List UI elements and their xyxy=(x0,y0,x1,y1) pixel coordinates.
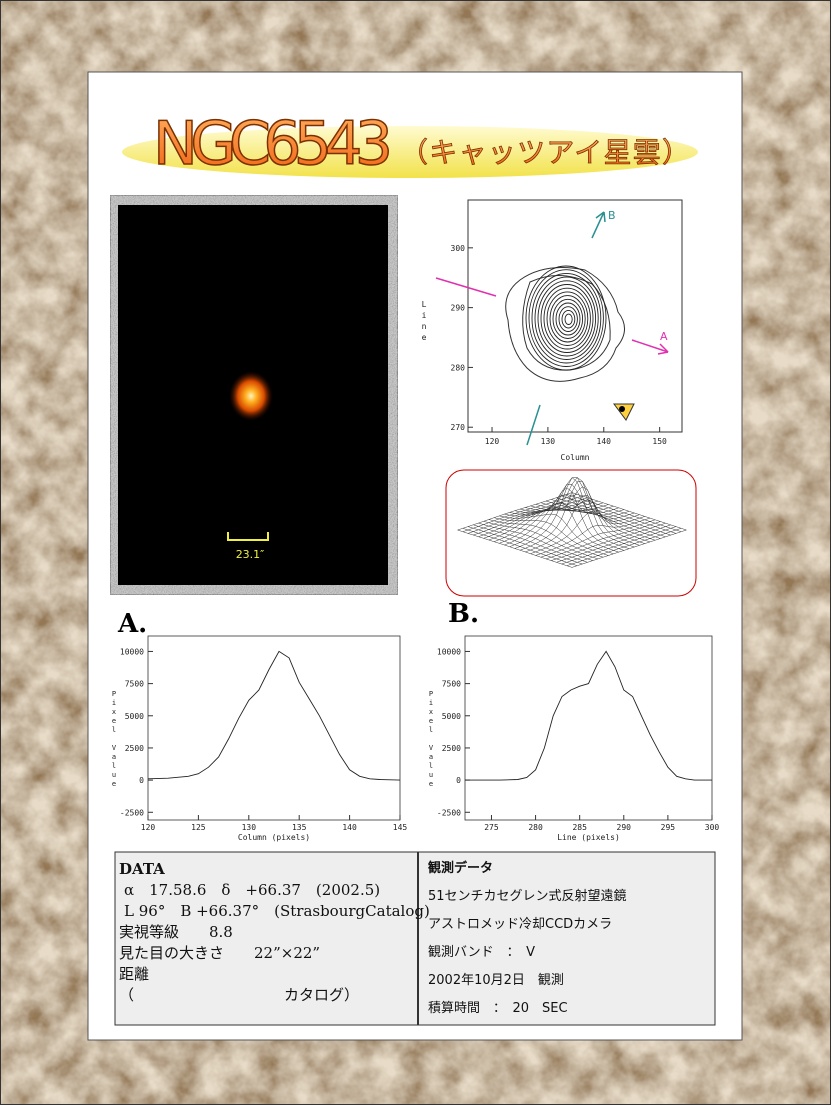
x-tick-label: 140 xyxy=(342,823,357,832)
data-line: 51センチカセグレン式反射望遠鏡 xyxy=(428,888,627,904)
contour xyxy=(552,298,584,339)
y-tick-label: -2500 xyxy=(437,808,461,817)
x-tick-label: 120 xyxy=(485,437,500,446)
x-tick-label: 295 xyxy=(661,823,676,832)
data-line: α 17.58.6 δ +66.37 (2002.5) xyxy=(124,881,380,899)
x-tick-label: 290 xyxy=(617,823,632,832)
axis-arrow xyxy=(526,404,541,446)
y-tick-label: 300 xyxy=(451,244,466,253)
y-tick-label: 0 xyxy=(456,776,461,785)
y-tick-label: 10000 xyxy=(437,647,461,656)
y-tick-label: 10000 xyxy=(120,647,144,656)
arrow-head xyxy=(657,343,669,355)
axis-arrow xyxy=(435,277,497,297)
title: NGC6543 xyxy=(153,109,393,179)
x-tick-label: 140 xyxy=(597,437,612,446)
data-line: アストロメッド冷却CCDカメラ xyxy=(428,917,612,932)
data-line: 距離 xyxy=(119,965,149,983)
contour xyxy=(564,313,573,325)
profile-line xyxy=(147,650,401,781)
axis-arrow xyxy=(631,339,669,353)
y-axis-label: Pixel Value xyxy=(110,690,118,789)
title-ellipse xyxy=(122,126,698,178)
y-axis-label: Line xyxy=(420,300,429,344)
surface-frame xyxy=(445,469,697,597)
y-tick-label: 7500 xyxy=(125,680,144,689)
data-heading: DATA xyxy=(119,860,165,878)
data-line: （ カタログ） xyxy=(119,986,359,1004)
data-line: 見た目の大きさ 22”×22” xyxy=(119,944,320,962)
x-tick-label: 120 xyxy=(141,823,156,832)
x-tick-label: 150 xyxy=(652,437,667,446)
y-tick-label: 270 xyxy=(451,423,466,432)
plot-frame xyxy=(147,635,401,821)
x-tick-label: 130 xyxy=(541,437,556,446)
data-box xyxy=(114,851,716,1026)
x-tick-label: 280 xyxy=(528,823,543,832)
data-line: 2002年10月2日 観測 xyxy=(428,973,564,988)
panel-label: B. xyxy=(448,599,479,629)
nebula xyxy=(229,371,273,421)
plot-frame xyxy=(464,635,713,821)
arrow-head xyxy=(595,211,606,223)
x-tick-label: 300 xyxy=(705,823,720,832)
y-tick-label: -2500 xyxy=(120,808,144,817)
y-tick-label: 290 xyxy=(451,304,466,313)
contour xyxy=(537,280,597,357)
profile-line xyxy=(465,650,712,781)
data-line: 実視等級 8.8 xyxy=(119,923,233,941)
contour xyxy=(505,267,625,382)
contour xyxy=(531,272,602,364)
contour-lines xyxy=(505,265,625,382)
x-tick-label: 285 xyxy=(572,823,587,832)
y-tick-label: 2500 xyxy=(125,744,144,753)
contour xyxy=(534,276,599,360)
contour xyxy=(540,284,594,353)
x-tick-label: 145 xyxy=(393,823,408,832)
x-tick-label: 130 xyxy=(242,823,257,832)
x-axis-label: Column (pixels) xyxy=(238,833,310,842)
x-tick-label: 135 xyxy=(292,823,307,832)
contour xyxy=(558,306,578,332)
subtitle: （キャッツアイ星雲） xyxy=(400,136,690,169)
y-tick-label: 280 xyxy=(451,363,466,372)
data-line: 観測バンド ： V xyxy=(428,945,535,960)
scale-bar xyxy=(227,532,269,541)
x-tick-label: 125 xyxy=(191,823,206,832)
x-axis-label: Column xyxy=(561,453,590,462)
x-axis-label: Line (pixels) xyxy=(557,833,620,842)
y-tick-label: 5000 xyxy=(442,712,461,721)
marker-label: B xyxy=(608,209,616,222)
surface-mesh xyxy=(457,477,687,568)
contour xyxy=(549,295,586,343)
contour xyxy=(525,265,607,371)
contour xyxy=(543,287,591,350)
y-tick-label: 7500 xyxy=(442,680,461,689)
eye-symbol xyxy=(613,403,635,421)
contour xyxy=(522,274,611,371)
axis-arrow xyxy=(591,211,605,239)
contour xyxy=(561,309,576,329)
scale-label: 23.1″ xyxy=(236,548,265,561)
x-tick-label: 275 xyxy=(484,823,499,832)
data-heading: 観測データ xyxy=(427,860,493,876)
y-tick-label: 5000 xyxy=(125,712,144,721)
contour xyxy=(546,291,589,346)
marker-label: A xyxy=(660,330,668,343)
data-line: 積算時間 ： 20 SEC xyxy=(428,1001,568,1016)
contour-frame xyxy=(467,199,683,433)
data-line: L 96° B +66.37° (StrasbourgCatalog) xyxy=(124,902,430,920)
y-axis-label: Pixel Value xyxy=(427,690,435,789)
contour xyxy=(555,302,581,336)
y-tick-label: 2500 xyxy=(442,744,461,753)
contour xyxy=(528,269,604,367)
panel-label: A. xyxy=(117,609,147,639)
eye-pupil xyxy=(619,406,625,412)
y-tick-label: 0 xyxy=(139,776,144,785)
